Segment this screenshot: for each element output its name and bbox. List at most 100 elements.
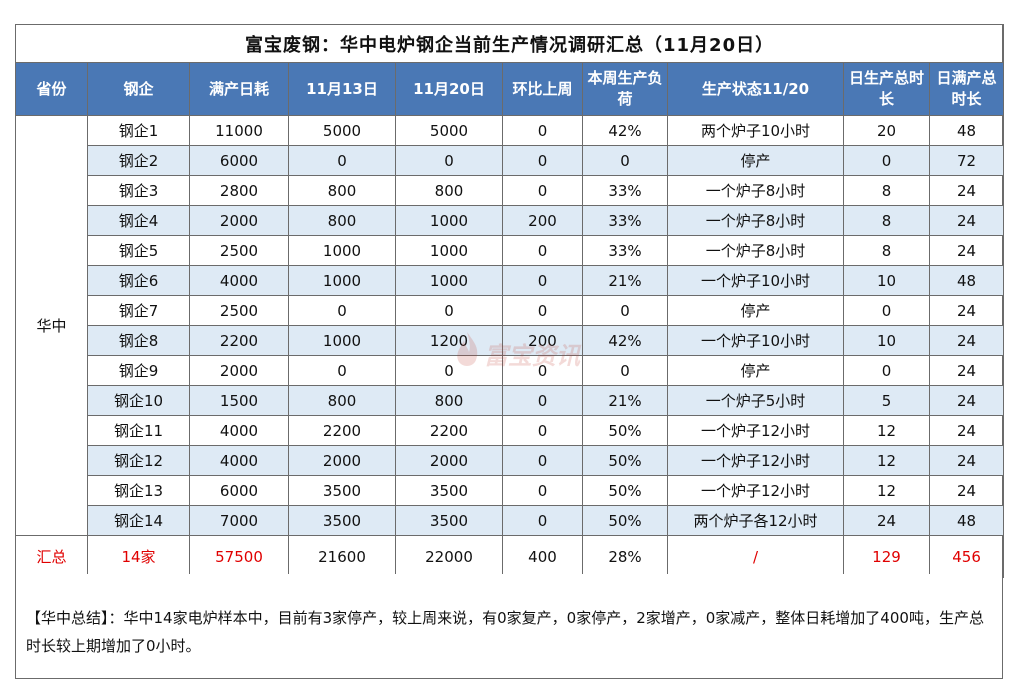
table-cell: 停产 (667, 145, 844, 176)
table-cell: 2200 (288, 415, 396, 446)
table-cell: 2000 (189, 355, 289, 386)
table-cell: 一个炉子8小时 (667, 235, 844, 266)
total-label: 汇总 (15, 535, 88, 578)
table-cell: 4000 (189, 415, 289, 446)
table-cell: 2200 (395, 415, 503, 446)
total-cell: / (667, 535, 844, 578)
table-cell: 42% (582, 325, 668, 356)
table-cell: 21% (582, 385, 668, 416)
column-header: 11月13日 (288, 62, 396, 116)
column-header: 11月20日 (395, 62, 503, 116)
table-cell: 2500 (189, 235, 289, 266)
table-row: 钢企8 2200 1000 1200 200 42% 一个炉子10小时 10 24 (16, 325, 1005, 356)
table-cell: 0 (288, 145, 396, 176)
table-cell: 8 (843, 175, 930, 206)
total-cell: 22000 (395, 535, 503, 578)
table-cell: 24 (928, 325, 1005, 356)
table-row: 钢企14 7000 3500 3500 0 50% 两个炉子各12小时 24 48 (16, 505, 1005, 536)
table-cell: 24 (928, 205, 1005, 236)
column-header: 本周生产负荷 (582, 62, 668, 116)
page-title: 富宝废钢：华中电炉钢企当前生产情况调研汇总（11月20日） (14, 24, 1005, 63)
table-cell: 12 (843, 475, 930, 506)
table-cell: 2500 (189, 295, 289, 326)
table-cell: 两个炉子10小时 (667, 115, 844, 146)
table-cell: 12 (843, 415, 930, 446)
table-cell: 停产 (667, 295, 844, 326)
table-cell: 钢企12 (87, 445, 190, 476)
table-cell: 一个炉子10小时 (667, 325, 844, 356)
table-cell: 两个炉子各12小时 (667, 505, 844, 536)
table-cell: 24 (928, 175, 1005, 206)
production-table: 富宝废钢：华中电炉钢企当前生产情况调研汇总（11月20日） 省份 钢企 满产日耗 11… (14, 24, 1005, 578)
table-cell: 钢企1 (87, 115, 190, 146)
column-header: 日满产总时长 (928, 62, 1005, 116)
column-header: 环比上周 (502, 62, 583, 116)
table-cell: 1000 (395, 205, 503, 236)
total-cell: 400 (502, 535, 583, 578)
table-row: 华中 钢企1 11000 5000 5000 0 42% 两个炉子10小时 20 48 (15, 115, 1005, 536)
table-cell: 钢企10 (87, 385, 190, 416)
table-cell: 8 (843, 205, 930, 236)
table-cell: 3500 (395, 475, 503, 506)
table-cell: 3500 (288, 505, 396, 536)
table-cell: 3500 (395, 505, 503, 536)
table-cell: 0 (582, 295, 668, 326)
table-cell: 一个炉子5小时 (667, 385, 844, 416)
column-header: 生产状态11/20 (667, 62, 844, 116)
table-cell: 钢企9 (87, 355, 190, 386)
table-cell: 0 (843, 145, 930, 176)
table-cell: 800 (288, 175, 396, 206)
table-cell: 200 (502, 325, 583, 356)
region-cell: 华中 (15, 115, 88, 536)
table-cell: 0 (502, 415, 583, 446)
table-row: 钢企2 6000 0 0 0 0 停产 0 72 (16, 145, 1005, 176)
total-cell: 129 (843, 535, 930, 578)
table-cell: 33% (582, 235, 668, 266)
table-cell: 5 (843, 385, 930, 416)
table-cell: 一个炉子8小时 (667, 175, 844, 206)
table-cell: 0 (582, 355, 668, 386)
table-cell: 6000 (189, 475, 289, 506)
table-cell: 1200 (395, 325, 503, 356)
table-cell: 停产 (667, 355, 844, 386)
table-cell: 5000 (288, 115, 396, 146)
table-cell: 0 (502, 115, 583, 146)
table-row: 钢企3 2800 800 800 0 33% 一个炉子8小时 8 24 (16, 175, 1005, 206)
table-row: 钢企10 1500 800 800 0 21% 一个炉子5小时 5 24 (16, 385, 1005, 416)
column-header: 钢企 (87, 62, 190, 116)
table-cell: 2800 (189, 175, 289, 206)
table-cell: 48 (928, 265, 1005, 296)
table-row: 钢企9 2000 0 0 0 0 停产 0 24 (16, 355, 1005, 386)
table-cell: 钢企11 (87, 415, 190, 446)
table-cell: 0 (288, 355, 396, 386)
table-cell: 0 (582, 145, 668, 176)
column-header: 省份 (15, 62, 88, 116)
flame-icon (457, 332, 478, 366)
table-cell: 1000 (288, 235, 396, 266)
table-cell: 一个炉子12小时 (667, 445, 844, 476)
table-cell: 一个炉子12小时 (667, 475, 844, 506)
summary-text: 【华中总结】：华中14家电炉样本中，目前有3家停产，较上周来说，有0家复产，0家… (26, 609, 984, 655)
table-cell: 0 (502, 175, 583, 206)
column-header: 满产日耗 (189, 62, 289, 116)
table-cell: 0 (395, 295, 503, 326)
table-row: 钢企12 4000 2000 2000 0 50% 一个炉子12小时 12 24 (16, 445, 1005, 476)
table-cell: 0 (502, 235, 583, 266)
table-cell: 10 (843, 265, 930, 296)
table-cell: 钢企6 (87, 265, 190, 296)
table-cell: 50% (582, 415, 668, 446)
table-cell: 1000 (288, 265, 396, 296)
table-cell: 72 (928, 145, 1005, 176)
table-cell: 0 (843, 295, 930, 326)
table-cell: 24 (928, 235, 1005, 266)
table-cell: 2200 (189, 325, 289, 356)
watermark-logo: 富宝资讯 (452, 330, 602, 390)
header-row: 省份 钢企 满产日耗 11月13日 11月20日 环比上周 本周生产负荷 生产状态11/20 日… (15, 62, 1005, 116)
table-cell: 钢企8 (87, 325, 190, 356)
table-cell: 6000 (189, 145, 289, 176)
table-cell: 8 (843, 235, 930, 266)
total-cell: 456 (928, 535, 1005, 578)
total-cell: 28% (582, 535, 668, 578)
table-cell: 钢企2 (87, 145, 190, 176)
table-cell: 0 (502, 475, 583, 506)
